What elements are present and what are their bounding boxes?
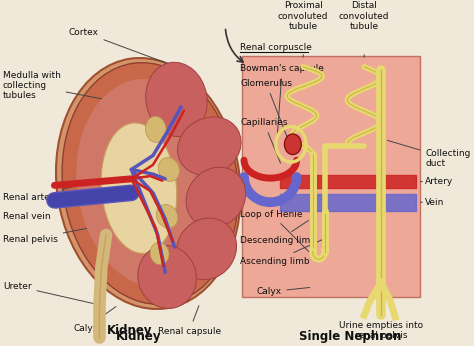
Text: Kidney: Kidney xyxy=(116,330,162,343)
Text: Kidney: Kidney xyxy=(107,324,152,337)
Ellipse shape xyxy=(101,123,177,253)
Text: Renal artery: Renal artery xyxy=(3,186,75,202)
FancyBboxPatch shape xyxy=(242,56,420,297)
Ellipse shape xyxy=(138,245,196,309)
Text: Renal vein: Renal vein xyxy=(3,203,75,221)
Ellipse shape xyxy=(56,58,241,309)
Text: Renal corpuscle: Renal corpuscle xyxy=(240,43,312,52)
Ellipse shape xyxy=(176,218,237,280)
Ellipse shape xyxy=(186,167,246,228)
Text: Renal pelvis: Renal pelvis xyxy=(3,221,122,244)
Ellipse shape xyxy=(146,62,207,137)
Text: Artery: Artery xyxy=(420,177,454,186)
Text: Capillaries: Capillaries xyxy=(240,118,288,163)
Text: Calyx: Calyx xyxy=(256,287,310,296)
Text: Collecting
duct: Collecting duct xyxy=(387,140,471,168)
Text: Bowman's capsule: Bowman's capsule xyxy=(240,64,324,138)
Ellipse shape xyxy=(150,243,169,265)
Text: Renal capsule: Renal capsule xyxy=(158,306,221,336)
Text: Loop of Henle: Loop of Henle xyxy=(240,210,310,254)
Text: Urine empties into
renal pelvis: Urine empties into renal pelvis xyxy=(339,321,423,340)
Ellipse shape xyxy=(146,116,166,143)
Text: Medulla with
collecting
tubules: Medulla with collecting tubules xyxy=(3,71,127,103)
Text: Proximal
convoluted
tubule: Proximal convoluted tubule xyxy=(278,1,328,31)
Text: Calyx: Calyx xyxy=(73,307,116,333)
Text: Single Nephron: Single Nephron xyxy=(299,330,401,343)
Ellipse shape xyxy=(62,63,238,304)
Text: Vein: Vein xyxy=(420,198,445,207)
Text: Descending limb: Descending limb xyxy=(240,220,316,245)
Ellipse shape xyxy=(76,79,228,288)
Ellipse shape xyxy=(158,157,180,181)
Ellipse shape xyxy=(284,134,301,155)
Text: Distal
convoluted
tubule: Distal convoluted tubule xyxy=(339,1,390,31)
Text: Glomerulus: Glomerulus xyxy=(240,79,292,149)
Ellipse shape xyxy=(156,204,178,228)
Text: Ascending limb: Ascending limb xyxy=(240,239,324,265)
Ellipse shape xyxy=(178,117,241,175)
Text: Cortex: Cortex xyxy=(69,28,174,66)
Text: Ureter: Ureter xyxy=(3,282,97,304)
